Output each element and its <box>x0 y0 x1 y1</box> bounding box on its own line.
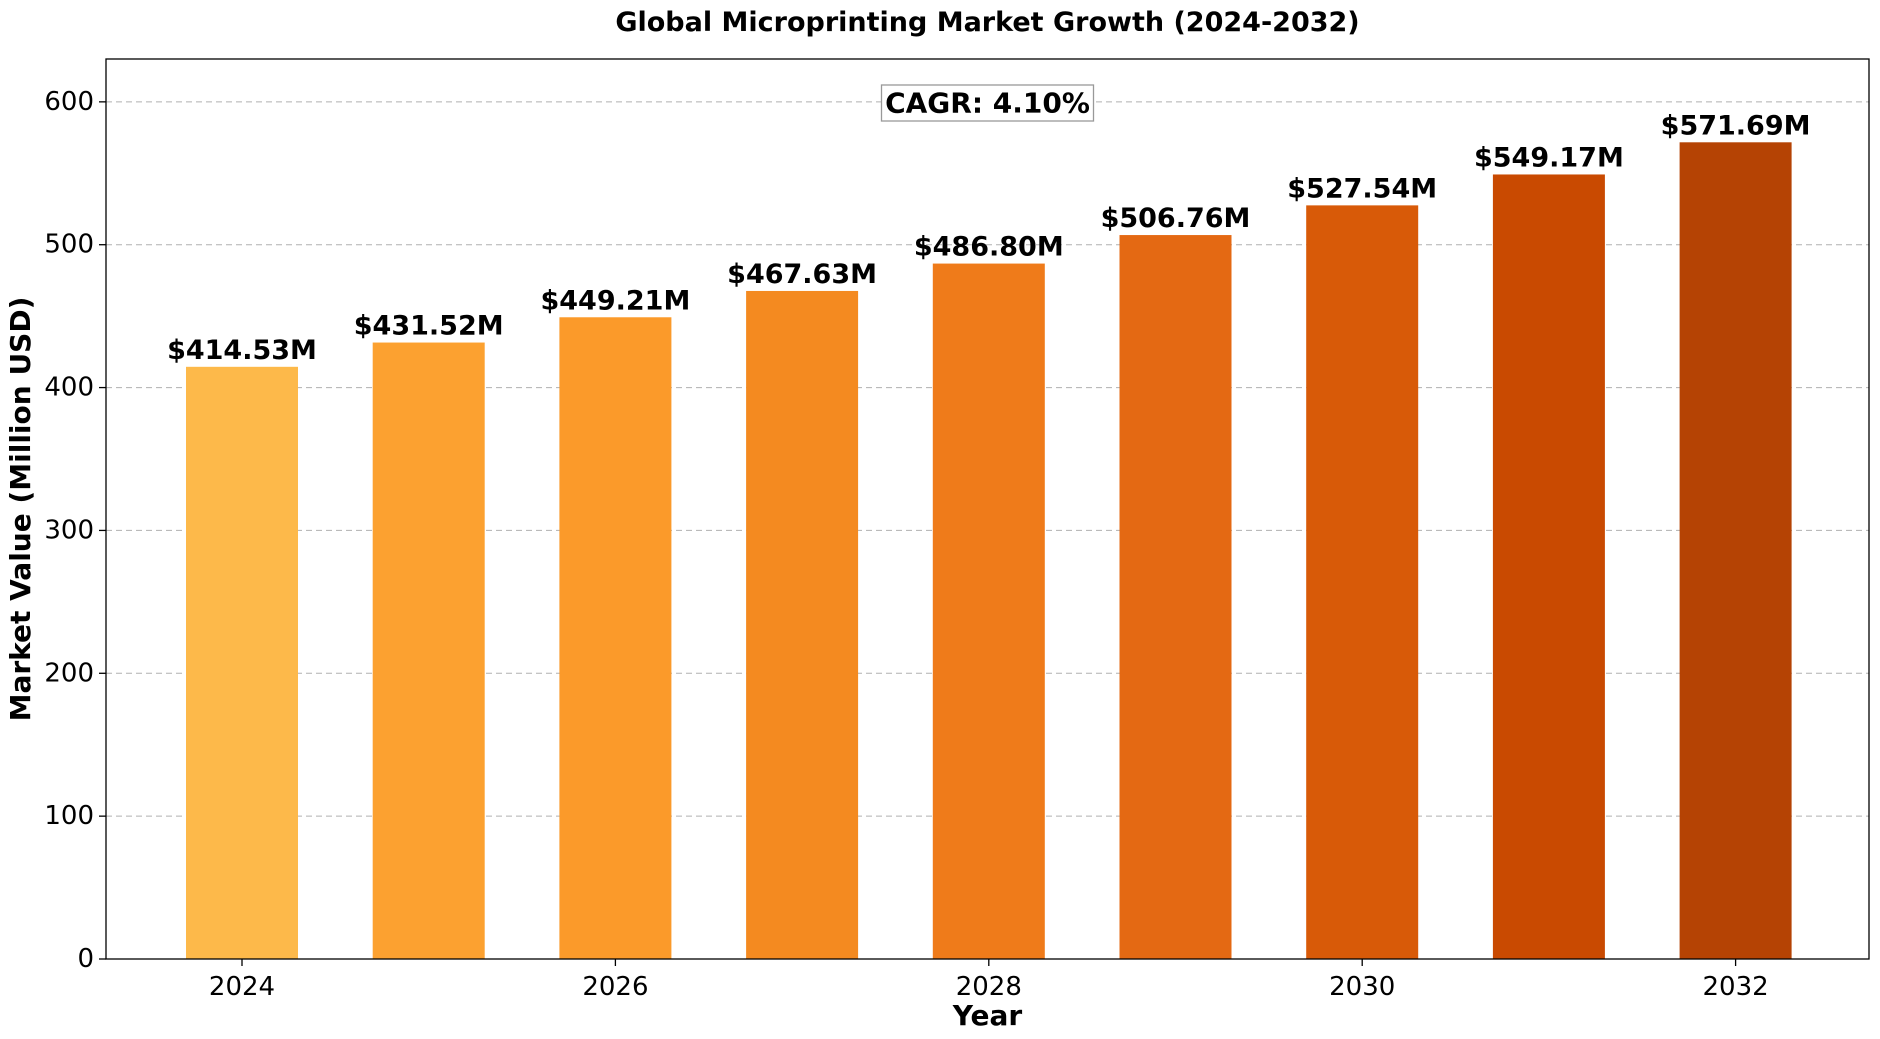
x-axis-title: Year <box>952 999 1023 1032</box>
y-axis-title: Market Value (Million USD) <box>4 297 37 722</box>
x-tick-label: 2032 <box>1703 972 1769 1002</box>
y-tick-label: 300 <box>44 515 94 545</box>
bar-2027 <box>746 290 859 959</box>
data-label: $449.21M <box>540 285 690 316</box>
chart-title: Global Microprinting Market Growth (2024… <box>615 7 1359 38</box>
cagr-text: CAGR: 4.10% <box>885 87 1090 120</box>
y-tick-label: 200 <box>44 658 94 688</box>
bar-2029 <box>1119 235 1232 960</box>
cagr-box <box>880 84 1095 122</box>
bars <box>186 142 1792 960</box>
y-tick-label: 400 <box>44 373 94 403</box>
y-tick-label: 600 <box>44 87 94 117</box>
bar-2024 <box>186 366 298 959</box>
bar-2030 <box>1306 205 1419 959</box>
data-label: $527.54M <box>1287 173 1437 204</box>
x-tick-label: 2024 <box>209 972 275 1002</box>
bar-2028 <box>932 263 1045 960</box>
data-label: $431.52M <box>354 311 504 342</box>
x-tick-label: 2026 <box>582 972 648 1002</box>
y-tick-label: 500 <box>44 230 94 260</box>
data-label: $571.69M <box>1661 110 1811 141</box>
data-label: $414.53M <box>167 335 317 366</box>
bar-2025 <box>372 342 485 959</box>
y-tick-label: 100 <box>44 801 94 831</box>
plot-frame <box>105 58 1870 960</box>
bar-2032 <box>1679 142 1792 960</box>
x-tick-label: 2028 <box>956 972 1022 1002</box>
bar-2026 <box>559 317 672 959</box>
x-tick-label: 2030 <box>1329 972 1395 1002</box>
cagr-annotation: CAGR: 4.10% <box>880 84 1095 122</box>
bar-2031 <box>1492 174 1605 959</box>
data-label: $467.63M <box>727 259 877 290</box>
data-label: $506.76M <box>1101 203 1251 234</box>
data-label: $549.17M <box>1474 142 1624 173</box>
y-tick-label: 0 <box>77 944 94 974</box>
axis-ticks: 0 100 200 300 400 500 600 2024 2026 2028 2030 2032 <box>44 87 1768 1002</box>
data-labels: $414.53M $431.52M $449.21M $467.63M $486.80M… <box>167 110 1810 366</box>
data-label: $486.80M <box>914 232 1064 263</box>
